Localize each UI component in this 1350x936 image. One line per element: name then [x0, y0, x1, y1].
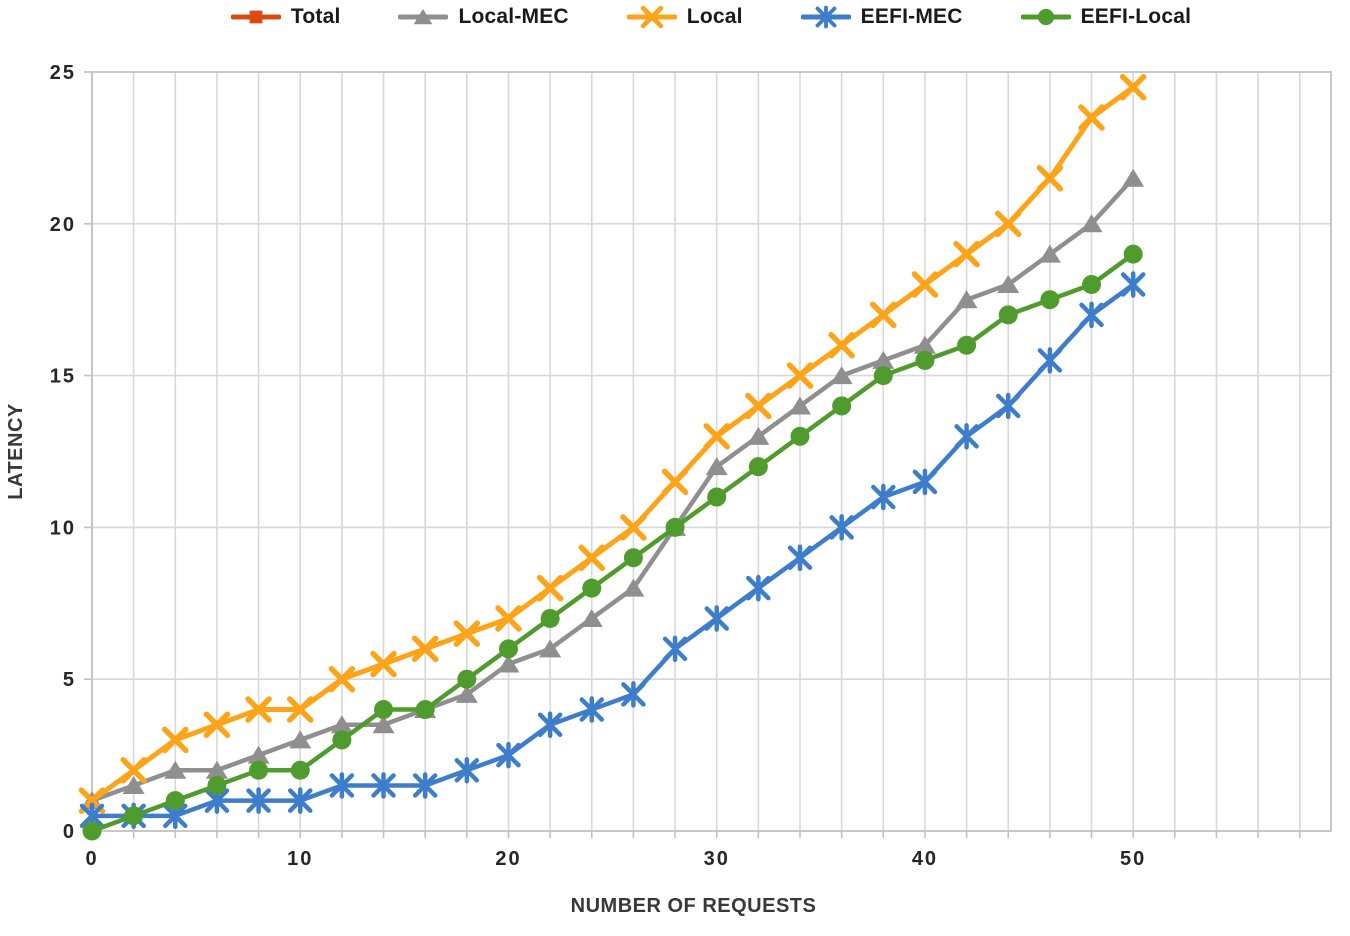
legend-item-local: Local	[626, 4, 743, 30]
legend-item-local-mec: Local-MEC	[398, 4, 569, 30]
legend-item-total: Total	[230, 4, 341, 30]
x-tick-label: 20	[495, 848, 521, 870]
series-local-mec	[81, 168, 1145, 810]
x-tick-label: 40	[912, 848, 938, 870]
legend-label-local: Local	[686, 5, 743, 28]
legend-label-local-mec: Local-MEC	[458, 5, 569, 28]
y-tick-label: 20	[50, 214, 76, 236]
x-tick-label: 10	[287, 848, 313, 870]
legend-item-eefi-local: EEFI-Local	[1020, 4, 1192, 30]
legend-label-eefi-mec: EEFI-MEC	[860, 5, 963, 28]
x-marker-swatch-icon	[626, 5, 677, 29]
asterisk-marker-swatch-icon	[800, 5, 851, 29]
y-axis-title: LATENCY	[5, 403, 27, 500]
x-tick-label: 0	[85, 848, 98, 870]
gridlines	[91, 72, 1331, 831]
triangle-marker-swatch-icon	[398, 8, 449, 25]
legend-item-eefi-mec: EEFI-MEC	[800, 4, 963, 30]
series-eefi-mec	[79, 271, 1146, 830]
series-eefi-local	[82, 244, 1143, 841]
y-tick-label: 25	[50, 62, 76, 84]
legend-label-eefi-local: EEFI-Local	[1080, 5, 1192, 28]
circle-marker-swatch-icon	[1020, 8, 1071, 26]
y-tick-label: 15	[50, 366, 76, 388]
series-local	[78, 73, 1147, 814]
x-axis-title: NUMBER OF REQUESTS	[571, 895, 817, 917]
x-tick-label: 30	[704, 848, 730, 870]
y-tick-label: 5	[63, 669, 76, 691]
y-tick-label: 10	[50, 517, 76, 539]
legend-label-total: Total	[290, 5, 341, 28]
axis-tick-marks	[84, 71, 1301, 838]
plot-border	[91, 71, 1332, 832]
x-tick-label: 50	[1120, 848, 1146, 870]
chart-legend: Total Local-MEC Local EEFI-MEC EEFI-Local	[92, 4, 1330, 30]
y-tick-label: 0	[63, 821, 76, 843]
square-marker-swatch-icon	[230, 10, 281, 24]
